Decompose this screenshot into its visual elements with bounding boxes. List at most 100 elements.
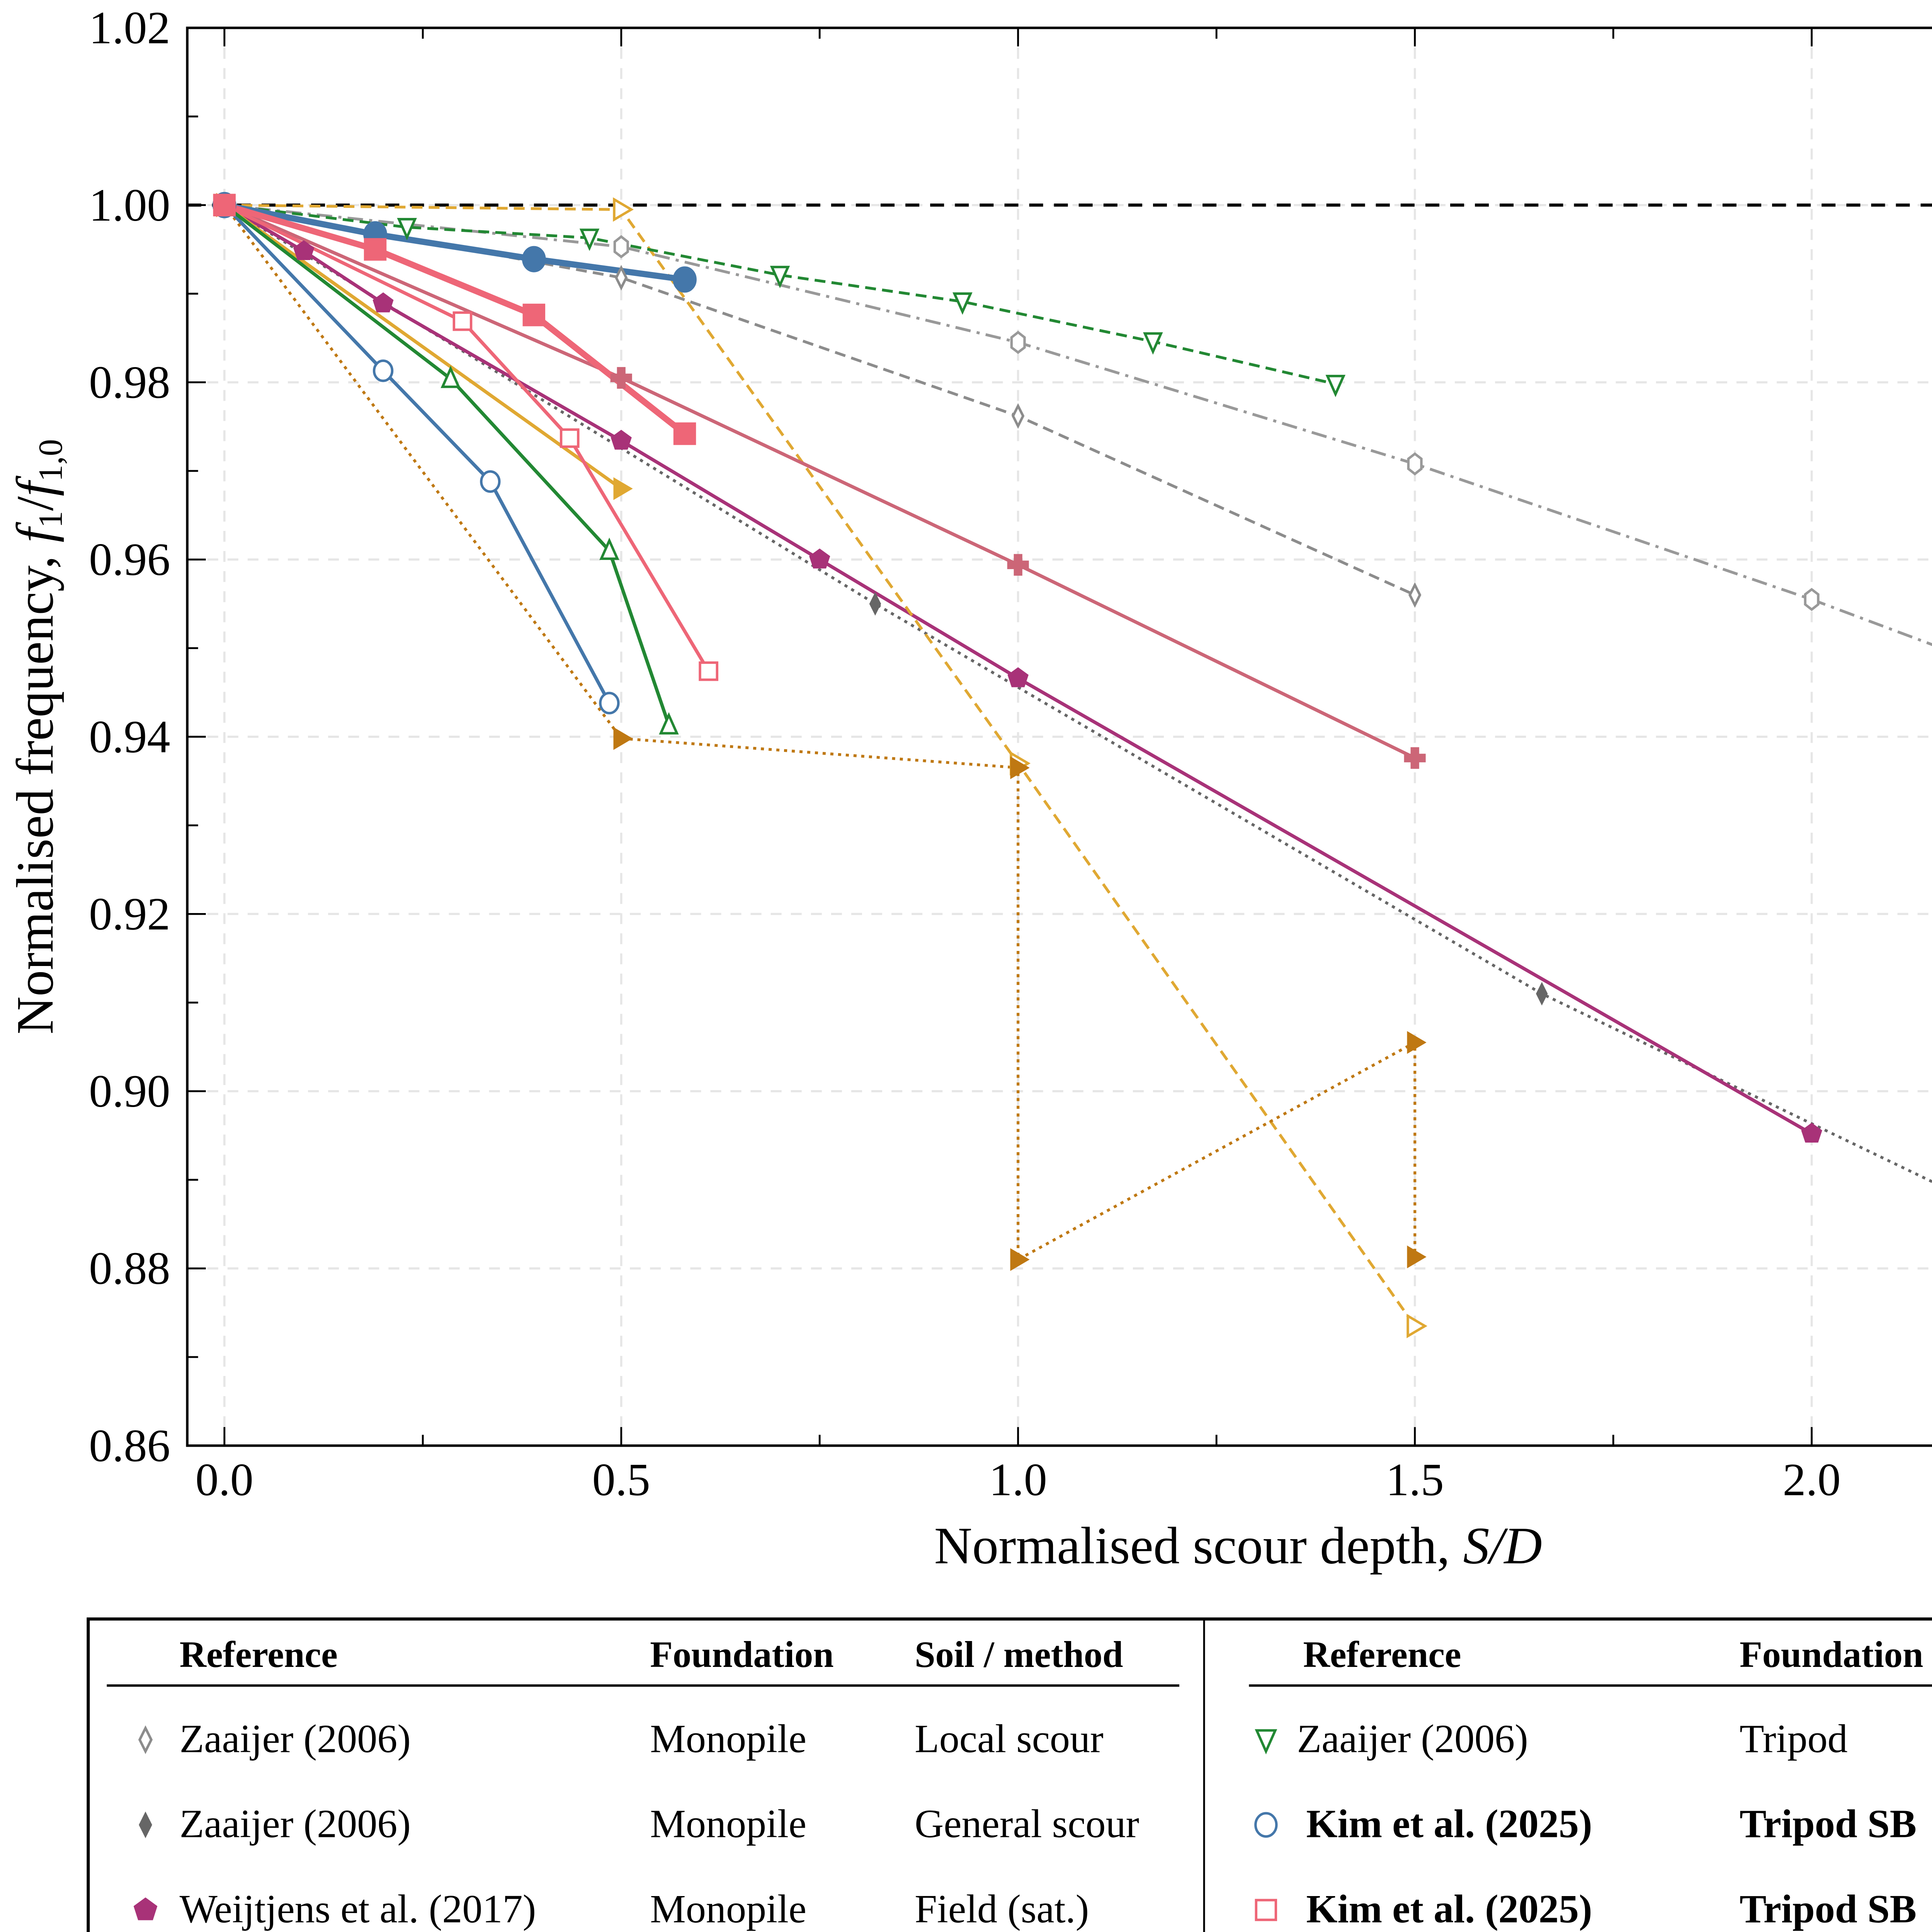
x-tick-label: 1.5 bbox=[1386, 1454, 1444, 1505]
data-point bbox=[1010, 1248, 1030, 1271]
data-point bbox=[615, 265, 628, 291]
data-point bbox=[613, 235, 629, 259]
series-line-6 bbox=[223, 204, 1417, 1261]
series-line-4 bbox=[224, 204, 1416, 1327]
series-markers-13 bbox=[213, 194, 696, 445]
x-tick-label: 2.0 bbox=[1783, 1454, 1841, 1505]
data-point bbox=[613, 477, 633, 500]
legend-foundation: Monopile bbox=[650, 1716, 806, 1761]
legend-reference: Weijtjens et al. (2017) bbox=[180, 1886, 536, 1931]
series-line-10 bbox=[223, 203, 710, 672]
legend-foundation: Monopile bbox=[650, 1801, 806, 1846]
legend-reference: Zaaijer (2006) bbox=[1297, 1716, 1528, 1761]
y-tick-label: 0.90 bbox=[89, 1065, 170, 1117]
y-tick-label: 0.86 bbox=[89, 1420, 170, 1471]
legend-foundation: Monopile bbox=[650, 1886, 806, 1931]
data-point bbox=[952, 292, 973, 315]
legend-entry: Zaaijer (2006) Monopile General scour bbox=[139, 1801, 1139, 1846]
y-axis-title-slash: / bbox=[6, 496, 64, 511]
data-point bbox=[1010, 330, 1026, 354]
data-point bbox=[613, 727, 633, 750]
data-point bbox=[213, 194, 236, 216]
legend-header-soil: Soil / method bbox=[915, 1634, 1123, 1675]
legend-reference: Kim et al. (2025) bbox=[1306, 1801, 1592, 1846]
data-point bbox=[1143, 332, 1163, 355]
legend-entry: Zaaijer (2006)TripodAnalytical bbox=[1255, 1716, 1848, 1761]
data-point bbox=[1804, 588, 1820, 611]
legend-header-foundation: Foundation bbox=[1740, 1634, 1923, 1675]
data-point bbox=[293, 240, 315, 260]
series-line-12 bbox=[224, 202, 685, 283]
data-point bbox=[452, 311, 473, 331]
series-line-3 bbox=[224, 204, 1932, 646]
y-tick-label: 0.98 bbox=[89, 356, 170, 408]
legend-left-column: Reference Foundation Soil / method Zaaijer … bbox=[107, 1634, 1180, 1931]
legend-header-reference: Reference bbox=[180, 1634, 338, 1675]
series-line-5 bbox=[223, 204, 622, 490]
data-point bbox=[579, 228, 600, 251]
series-line-0 bbox=[224, 204, 1416, 597]
data-point bbox=[869, 592, 881, 616]
series-markers-2 bbox=[214, 194, 1822, 1143]
data-point bbox=[611, 430, 632, 450]
series-line-9 bbox=[223, 204, 611, 704]
x-axis-title-main: Normalised scour depth, bbox=[934, 1517, 1463, 1575]
data-point bbox=[397, 218, 417, 241]
data-point bbox=[1007, 667, 1029, 687]
data-point bbox=[699, 661, 719, 681]
series-line-13 bbox=[223, 202, 687, 436]
x-axis-title-var: S/D bbox=[1463, 1517, 1542, 1575]
y-axis-title-sub1: 1 bbox=[32, 511, 70, 528]
data-point bbox=[1010, 756, 1030, 779]
legend-entry: Zaaijer (2006) Monopile Local scour bbox=[138, 1716, 1104, 1761]
legend-marker-icon bbox=[139, 1811, 152, 1838]
data-point bbox=[770, 265, 790, 288]
x-tick-label: 1.0 bbox=[989, 1454, 1047, 1505]
data-point bbox=[1801, 1122, 1822, 1143]
x-tick-label: 0.5 bbox=[592, 1454, 650, 1505]
data-point bbox=[1407, 1031, 1427, 1054]
data-point bbox=[364, 238, 387, 261]
data-point bbox=[1407, 1245, 1427, 1269]
y-tick-labels: 0.86 0.88 0.90 0.92 0.94 0.96 0.98 1.00 1.02 bbox=[89, 2, 170, 1471]
legend-marker-icon bbox=[1254, 1812, 1278, 1838]
y-tick-label: 0.96 bbox=[89, 534, 170, 585]
legend-marker-icon bbox=[1255, 1729, 1277, 1755]
series-markers bbox=[212, 192, 1822, 1338]
legend-reference: Zaaijer (2006) bbox=[180, 1716, 411, 1761]
data-point bbox=[440, 366, 461, 388]
y-tick-label: 1.00 bbox=[89, 179, 170, 231]
y-tick-label: 0.88 bbox=[89, 1243, 170, 1294]
y-axis-title: Normalised frequency, f1/f1,0 bbox=[6, 439, 70, 1034]
y-tick-label: 0.92 bbox=[89, 888, 170, 939]
data-point bbox=[1406, 1314, 1428, 1338]
data-point bbox=[1325, 374, 1346, 397]
legend-foundation: Tripod bbox=[1740, 1716, 1848, 1761]
data-point bbox=[560, 428, 580, 448]
legend-soil: General scour bbox=[915, 1801, 1139, 1846]
y-axis-title-sub10: 1,0 bbox=[32, 439, 70, 481]
data-point bbox=[1404, 747, 1426, 769]
axis-ticks bbox=[187, 27, 1813, 1447]
y-tick-label: 0.94 bbox=[89, 711, 170, 762]
legend-marker-icon bbox=[1255, 1899, 1277, 1921]
legend-foundation: Tripod SB bbox=[1740, 1801, 1917, 1846]
x-axis-title: Normalised scour depth, S/D bbox=[934, 1517, 1542, 1575]
data-point bbox=[1407, 452, 1423, 476]
data-point bbox=[809, 548, 830, 569]
data-point bbox=[1536, 982, 1548, 1006]
data-point bbox=[659, 712, 679, 735]
legend-entry: Kim et al. (2025)Tripod SBDense dry bbox=[1254, 1801, 1917, 1846]
legend-soil: Field (sat.) bbox=[915, 1886, 1089, 1931]
data-point bbox=[372, 292, 394, 313]
legend-header-foundation: Foundation bbox=[650, 1634, 833, 1675]
series-line-11 bbox=[223, 204, 671, 726]
data-point bbox=[1408, 582, 1422, 608]
series-line-7 bbox=[224, 203, 1416, 760]
legend-frame bbox=[87, 1617, 1932, 1932]
legend: Reference Foundation Soil / method Zaaijer … bbox=[87, 1617, 1932, 1932]
legend-soil: Local scour bbox=[915, 1716, 1104, 1761]
